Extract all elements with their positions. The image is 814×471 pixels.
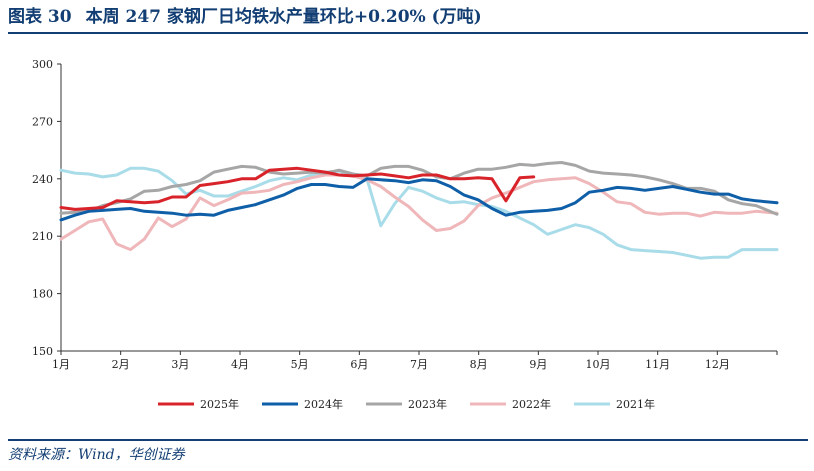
x-tick-label: 4月 <box>231 358 249 371</box>
x-tick-label: 3月 <box>171 358 189 371</box>
x-tick-label: 10月 <box>586 358 611 371</box>
line-chart: 150 180 210 240 270 300 1月 2月 3月 4月 5月 6月 7月 8月 9月 10月 1… <box>32 58 779 411</box>
legend-label: 2023年 <box>408 397 447 411</box>
series-line-2025年 <box>59 166 536 211</box>
y-tick-label: 300 <box>32 58 53 71</box>
y-tick-label: 150 <box>32 345 53 358</box>
series-line-2023年 <box>59 161 779 216</box>
x-tick-label: 5月 <box>291 358 309 371</box>
y-tick-label: 240 <box>32 173 53 186</box>
y-tick-label: 180 <box>32 288 53 301</box>
y-tick-label: 270 <box>32 115 53 128</box>
y-tick-label: 210 <box>32 230 53 243</box>
figure-title-text: 本周 247 家钢厂日均铁水产量环比+0.20% (万吨) <box>85 7 482 27</box>
series-line-2024年 <box>59 177 779 222</box>
figure-number: 图表 30 <box>8 7 72 27</box>
x-tick-label: 2月 <box>112 358 130 371</box>
x-tick-label: 8月 <box>470 358 488 371</box>
legend-label: 2024年 <box>304 397 343 411</box>
source-note: 资料来源：Wind，华创证券 <box>8 447 185 463</box>
bottom-rule <box>8 439 808 441</box>
x-tick-label: 6月 <box>350 358 368 371</box>
x-tick-label: 1月 <box>52 358 70 371</box>
series-line-2021年 <box>59 166 779 260</box>
x-tick-label: 12月 <box>705 358 730 371</box>
legend-label: 2025年 <box>200 397 239 411</box>
x-tick-label: 9月 <box>529 358 547 371</box>
series-line-2022年 <box>59 173 779 252</box>
legend-label: 2022年 <box>512 397 551 411</box>
figure-title: 图表 30 本周 247 家钢厂日均铁水产量环比+0.20% (万吨) <box>8 4 482 30</box>
legend-label: 2021年 <box>616 397 655 411</box>
top-rule <box>8 32 808 34</box>
x-tick-label: 7月 <box>410 358 428 371</box>
x-tick-label: 11月 <box>645 358 670 371</box>
